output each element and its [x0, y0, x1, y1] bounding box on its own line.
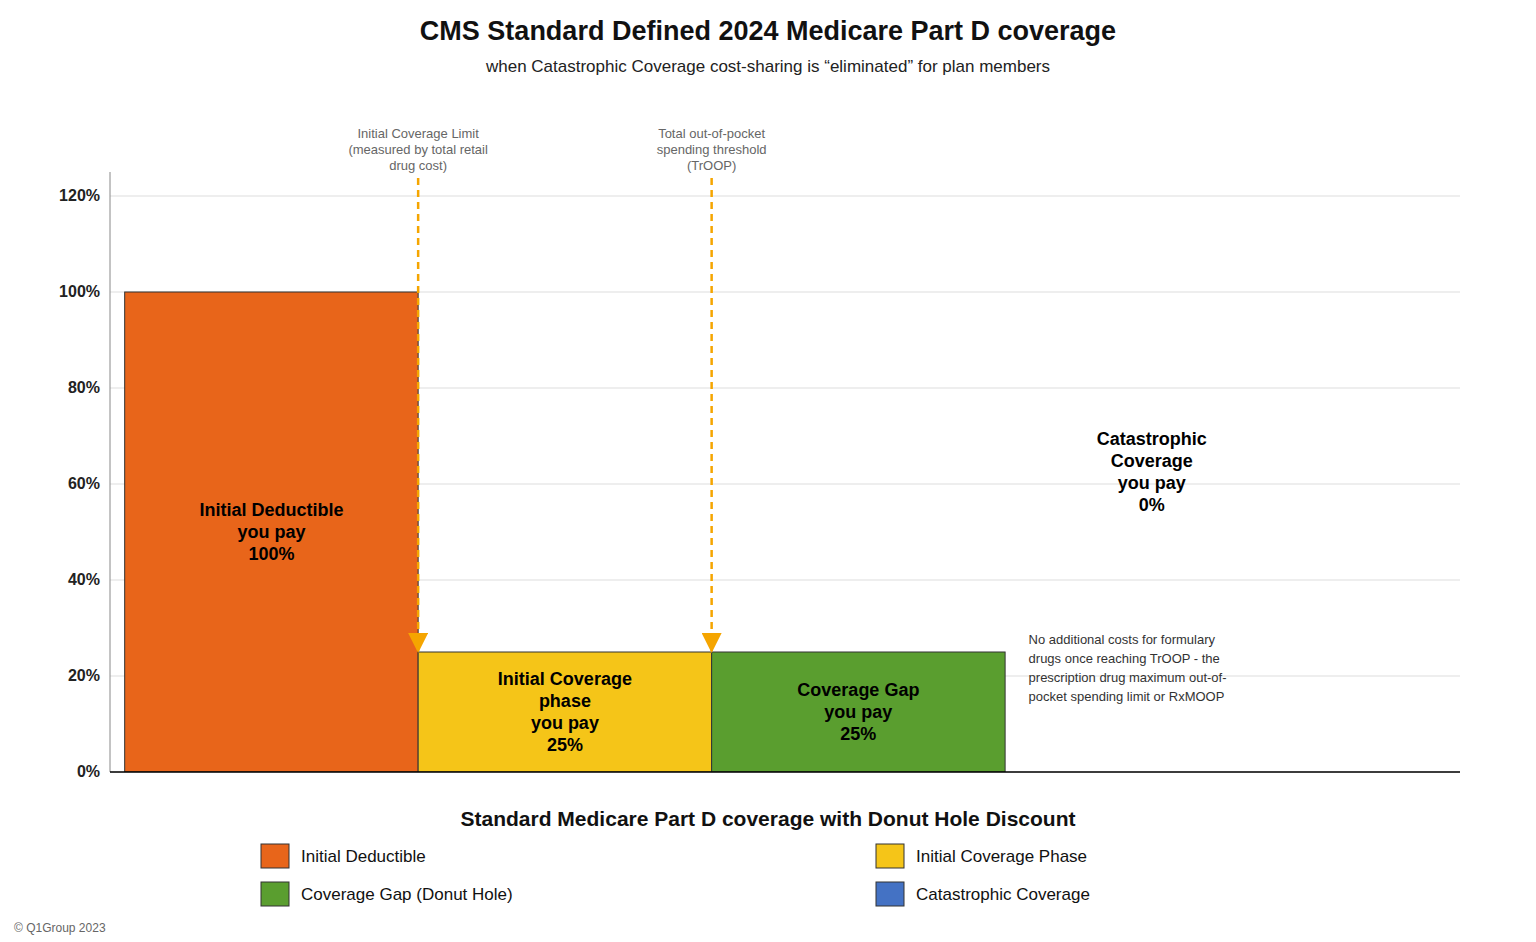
text-line: spending threshold: [657, 142, 767, 157]
text-line: Initial Coverage: [498, 669, 632, 689]
text-line: 25%: [547, 735, 583, 755]
text-line: (TrOOP): [687, 158, 736, 173]
text-line: Coverage: [1111, 451, 1193, 471]
bars: [125, 292, 1005, 772]
text-line: 25%: [840, 724, 876, 744]
text-line: you pay: [237, 522, 305, 542]
text-line: No additional costs for formulary: [1029, 632, 1216, 647]
text-line: you pay: [531, 713, 599, 733]
grid-line: [110, 772, 1460, 773]
text-line: Total out-of-pocket: [658, 126, 765, 141]
text-line: phase: [539, 691, 591, 711]
y-tick-label: 20%: [68, 667, 100, 684]
text-line: (measured by total retail: [348, 142, 488, 157]
bar: [712, 652, 1005, 772]
data-label: Initial Deductibleyou pay100%: [199, 500, 343, 564]
text-line: Coverage Gap: [797, 680, 919, 700]
data-label: Initial Coveragephaseyou pay25%: [498, 669, 632, 755]
y-tick-label: 100%: [59, 283, 100, 300]
threshold-arrow: [417, 178, 420, 651]
y-tick-label: 0%: [77, 763, 100, 780]
text-line: Initial Coverage Limit: [357, 126, 479, 141]
legend-label: Initial Coverage Phase: [916, 847, 1087, 866]
bar: [418, 652, 711, 772]
text-line: pocket spending limit or RxMOOP: [1029, 689, 1225, 704]
y-tick-label: 80%: [68, 379, 100, 396]
legend: Initial Deductible Initial Coverage Phase…: [261, 844, 1090, 906]
legend-swatch: [876, 882, 904, 906]
legend-swatch: [261, 844, 289, 868]
footer-title: Standard Medicare Part D coverage with D…: [461, 807, 1076, 830]
text-line: Initial Deductible: [199, 500, 343, 520]
annotations: Initial Coverage Limit(measured by total…: [348, 126, 1226, 704]
grid: [110, 196, 1460, 772]
annotation: Initial Coverage Limit(measured by total…: [348, 126, 488, 173]
data-labels: Initial Deductibleyou pay100%Initial Cov…: [199, 429, 1206, 755]
text-line: drug cost): [389, 158, 447, 173]
text-line: you pay: [824, 702, 892, 722]
copyright: © Q1Group 2023: [14, 921, 106, 935]
legend-swatch: [876, 844, 904, 868]
legend-label: Coverage Gap (Donut Hole): [301, 885, 513, 904]
grid-line: [110, 196, 1460, 197]
y-tick-label: 60%: [68, 475, 100, 492]
y-axis-line: [110, 172, 111, 772]
title: CMS Standard Defined 2024 Medicare Part …: [420, 16, 1116, 46]
y-tick-label: 120%: [59, 187, 100, 204]
data-label: Coverage Gapyou pay25%: [797, 680, 919, 744]
legend-swatch: [261, 882, 289, 906]
text-line: Catastrophic: [1097, 429, 1207, 449]
text-line: you pay: [1118, 473, 1186, 493]
chart: CMS Standard Defined 2024 Medicare Part …: [0, 0, 1536, 942]
text-line: 0%: [1139, 495, 1165, 515]
bar: [125, 292, 418, 772]
background: [0, 0, 1536, 942]
subtitle: when Catastrophic Coverage cost-sharing …: [485, 57, 1050, 76]
threshold-arrow: [710, 178, 713, 651]
text-line: 100%: [248, 544, 294, 564]
data-label: CatastrophicCoverageyou pay0%: [1097, 429, 1207, 515]
y-tick-label: 40%: [68, 571, 100, 588]
annotation: No additional costs for formulary drugs o…: [1029, 632, 1227, 704]
legend-label: Catastrophic Coverage: [916, 885, 1090, 904]
annotation: Total out-of-pocketspending threshold(Tr…: [657, 126, 767, 173]
baseline: [110, 771, 1460, 773]
legend-label: Initial Deductible: [301, 847, 426, 866]
text-line: prescription drug maximum out-of-: [1029, 670, 1227, 685]
text-line: drugs once reaching TrOOP - the: [1029, 651, 1220, 666]
